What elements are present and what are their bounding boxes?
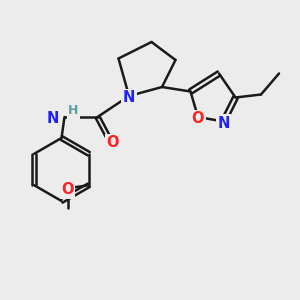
Text: O: O [61,182,74,197]
Text: H: H [68,104,79,118]
Text: O: O [106,135,119,150]
Text: N: N [217,116,230,130]
Text: O: O [192,111,204,126]
Text: N: N [123,90,135,105]
Text: N: N [47,111,59,126]
